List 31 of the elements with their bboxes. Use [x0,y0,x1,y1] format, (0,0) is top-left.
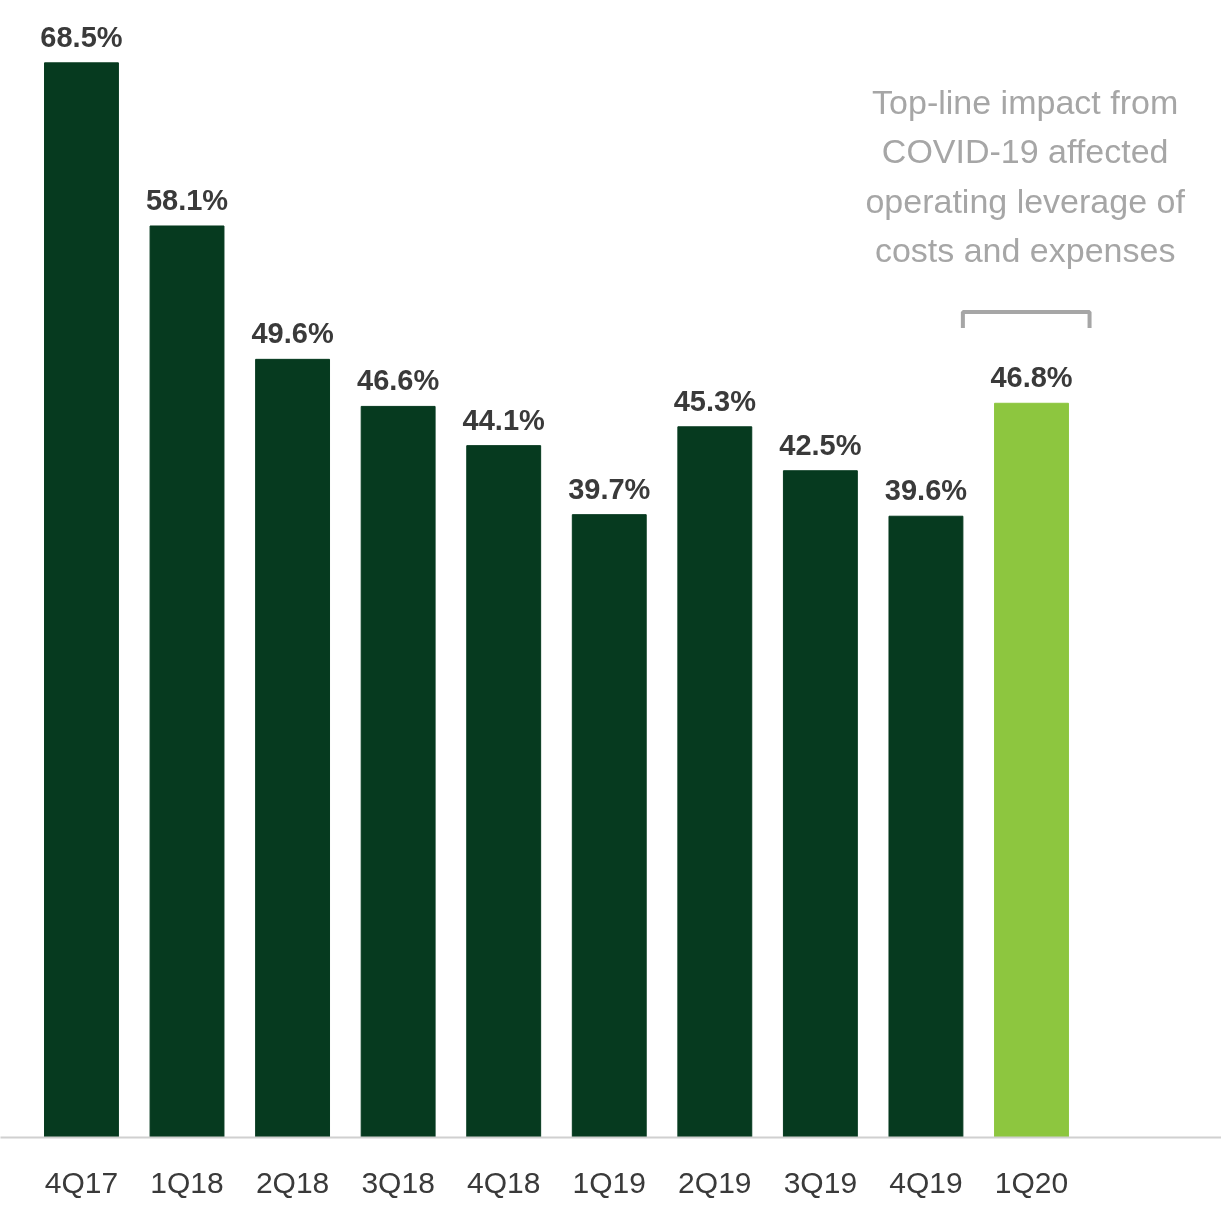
x-tick-label: 4Q17 [44,1165,119,1199]
data-label: 58.1% [145,183,229,216]
x-tick-label: 1Q19 [572,1165,646,1199]
x-tick-label: 4Q19 [889,1165,963,1199]
x-tick-label: 1Q20 [994,1165,1069,1199]
bar [255,358,331,1138]
bar [571,514,647,1138]
data-label: 49.6% [251,317,334,350]
data-label: 42.5% [779,428,862,461]
data-label: 39.7% [568,472,651,505]
bar [44,62,119,1138]
data-label: 46.6% [357,364,440,397]
x-tick-label: 1Q18 [150,1165,224,1199]
bar [360,405,436,1138]
x-tick-label: 4Q18 [467,1165,541,1199]
data-label: 68.5% [40,20,123,53]
data-label: 39.6% [884,474,968,507]
bar [149,225,225,1138]
bar [466,445,542,1138]
data-label: 45.3% [673,384,757,417]
bar [782,470,858,1138]
bar [994,402,1069,1138]
x-tick-label: 3Q18 [361,1165,435,1199]
x-tick-label: 2Q19 [678,1165,752,1199]
data-label: 44.1% [462,403,546,436]
bar [677,426,753,1138]
annotation: Top-line impact from COVID-19 affected operating leverage of costs and expenses [865,82,1186,269]
x-tick-label: 3Q19 [783,1165,858,1199]
bar [888,515,964,1138]
x-tick-label: 2Q18 [255,1165,330,1199]
data-label: 46.8% [990,361,1073,394]
